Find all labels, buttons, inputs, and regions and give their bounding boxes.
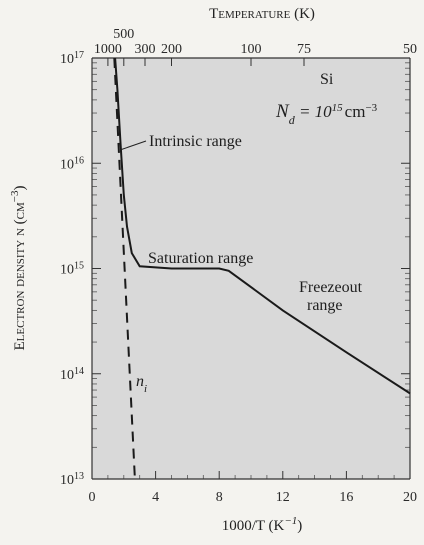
x-axis-title-close: ): [297, 518, 302, 534]
intrinsic-leader-line: [119, 140, 147, 151]
top-tick-label: 50: [403, 42, 417, 57]
y-tick-base: 10: [60, 473, 74, 488]
y-tick-exponent: 13: [74, 471, 84, 482]
annotation-doping: Nd = 1015 cm−3: [275, 101, 378, 127]
top-tick-label: 500: [113, 27, 134, 42]
series-layer: [113, 57, 411, 480]
x-axis-ticks: 0 4 8 12 16 20: [89, 471, 417, 505]
x-tick-label: 4: [152, 490, 159, 505]
x-axis-title-sup: −1: [284, 515, 297, 527]
x-tick-label: 8: [216, 490, 223, 505]
y-tick-exponent: 15: [74, 260, 84, 271]
doping-unit: cm: [345, 102, 366, 121]
annotation-si: Si: [320, 71, 334, 88]
top-axis-title: Temperature (K): [209, 6, 315, 22]
y-axis-title-close: ): [12, 186, 28, 191]
y-tick-label: 1015: [60, 260, 84, 278]
top-tick-label: 300: [135, 42, 156, 57]
y-tick-label: 1016: [60, 155, 84, 173]
y-tick-exponent: 17: [74, 50, 84, 61]
y-tick-label: 1013: [60, 471, 84, 489]
y-tick-label: 1014: [60, 365, 84, 383]
y-axis-title: Electron density n (cm−3): [9, 186, 28, 351]
series-label-ni: ni: [136, 373, 147, 395]
annotation-freezeout-1: Freezeout: [299, 279, 363, 296]
electron-density-curve: [114, 57, 411, 395]
y-axis-title-sup: −3: [9, 190, 21, 202]
y-tick-label: 1017: [60, 50, 84, 68]
doping-n: N: [275, 101, 290, 122]
doping-eq: = 10: [295, 102, 332, 121]
top-tick-label: 75: [297, 42, 311, 57]
y-axis-title-main: Electron density n (cm: [12, 202, 28, 350]
top-tick-label: 200: [161, 42, 182, 57]
y-tick-exponent: 16: [74, 155, 84, 166]
annotation-intrinsic: Intrinsic range: [149, 133, 242, 150]
y-tick-base: 10: [60, 52, 74, 67]
annotation-saturation: Saturation range: [148, 250, 253, 267]
plot-background: [92, 58, 410, 479]
doping-unit-exp: −3: [365, 102, 377, 114]
x-tick-label: 12: [276, 490, 290, 505]
y-tick-base: 10: [60, 157, 74, 172]
x-tick-label: 16: [339, 490, 353, 505]
ni-n: n: [136, 373, 144, 390]
y-tick-base: 10: [60, 368, 74, 383]
x-tick-label: 0: [89, 490, 96, 505]
intrinsic-density-line: [113, 57, 136, 480]
top-tick-label: 100: [241, 42, 262, 57]
x-axis-title-main: 1000/T (K: [222, 518, 285, 534]
annotation-freezeout-2: range: [307, 297, 343, 314]
doping-d: d: [289, 113, 296, 127]
y-tick-exponent: 14: [74, 365, 84, 376]
x-axis-title: 1000/T (K−1): [222, 515, 303, 534]
x-tick-label: 20: [403, 490, 417, 505]
ni-i: i: [144, 383, 147, 395]
top-tick-label: 1000: [94, 42, 122, 57]
doping-exp: 15: [332, 102, 344, 114]
y-tick-base: 10: [60, 263, 74, 278]
